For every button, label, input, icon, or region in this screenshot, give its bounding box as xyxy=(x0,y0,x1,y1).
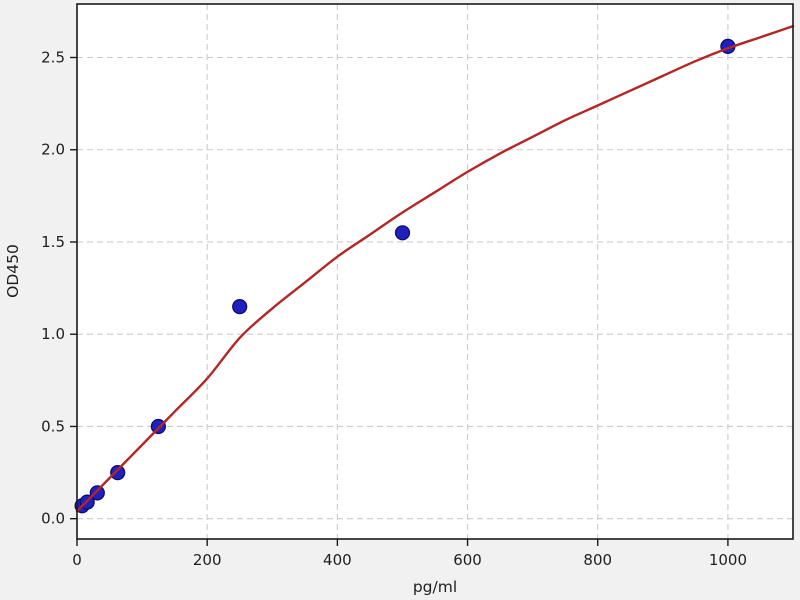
y-tick-label: 1.0 xyxy=(41,325,65,343)
x-tick-label: 0 xyxy=(72,551,82,569)
y-tick-label: 1.5 xyxy=(41,233,65,251)
x-tick-labels: 0 200 400 600 800 1000 xyxy=(72,551,747,569)
y-tick-label: 0.0 xyxy=(41,510,65,528)
tick-marks xyxy=(70,56,729,546)
y-tick-label: 2.5 xyxy=(41,49,65,67)
data-point xyxy=(110,465,126,481)
x-tick-label: 600 xyxy=(453,551,482,569)
y-tick-labels: 0.0 0.5 1.0 1.5 2.0 2.5 xyxy=(41,49,65,528)
axes-border xyxy=(76,3,794,540)
x-tick-label: 400 xyxy=(323,551,352,569)
y-tick-label: 0.5 xyxy=(41,417,65,435)
y-axis-label: OD450 xyxy=(4,244,22,298)
plot-area xyxy=(77,4,793,539)
x-tick-label: 800 xyxy=(583,551,612,569)
data-series xyxy=(74,24,795,514)
data-point xyxy=(89,485,105,501)
data-point xyxy=(232,299,248,315)
x-tick-label: 1000 xyxy=(709,551,747,569)
gridlines xyxy=(77,4,793,539)
data-point xyxy=(394,225,411,241)
y-tick-label: 2.0 xyxy=(41,141,65,159)
x-tick-label: 200 xyxy=(193,551,222,569)
fit-curve-line xyxy=(75,24,795,513)
x-axis-label: pg/ml xyxy=(413,578,457,596)
